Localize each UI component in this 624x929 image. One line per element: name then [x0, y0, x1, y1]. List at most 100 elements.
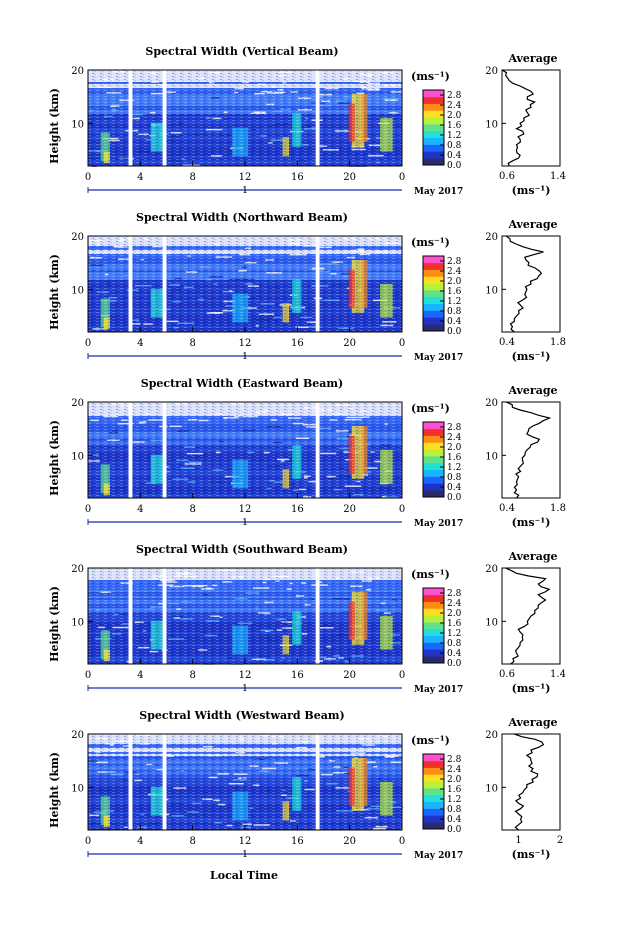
- heatmap-texture: [88, 568, 402, 664]
- average-x-unit: (ms⁻¹): [512, 516, 551, 529]
- x-tick-label: 12: [239, 836, 252, 847]
- average-profile-line: [514, 733, 545, 831]
- colorbar-segment: [423, 103, 444, 111]
- date-tick-label: 1: [242, 684, 248, 694]
- x-tick-label: 20: [343, 670, 356, 681]
- y-tick-label: 20: [71, 398, 84, 409]
- colorbar-segment: [423, 310, 444, 318]
- colorbar-tick-label: 1.2: [447, 297, 461, 307]
- colorbar-segment: [423, 808, 444, 816]
- x-tick-label: 16: [291, 172, 304, 183]
- data-gap: [315, 236, 320, 332]
- colorbar-segment: [423, 476, 444, 484]
- colorbar-tick-label: 2.8: [447, 423, 462, 433]
- x-tick-label: 4: [137, 670, 143, 681]
- heatmap-texture: [88, 734, 402, 830]
- colorbar-tick-label: 1.6: [447, 453, 462, 463]
- date-label: May 2017: [414, 851, 463, 861]
- data-gap: [128, 70, 133, 166]
- colorbar-frame: [422, 255, 445, 332]
- average-y-tick-label: 20: [485, 232, 498, 243]
- colorbar-segment: [423, 303, 444, 311]
- colorbar-frame: [422, 421, 445, 498]
- average-title: Average: [507, 218, 557, 231]
- colorbar-segment: [423, 422, 444, 430]
- y-tick-label: 20: [71, 66, 84, 77]
- x-tick-label: 4: [137, 836, 143, 847]
- average-frame: [501, 69, 561, 167]
- y-tick-label: 10: [71, 451, 84, 462]
- heatmap: [88, 734, 405, 830]
- colorbar-segment: [423, 317, 444, 325]
- x-tick-label: 4: [137, 504, 143, 515]
- colorbar-segment: [423, 151, 444, 159]
- panel-title: Spectral Width (Southward Beam): [136, 543, 348, 556]
- colorbar-segment: [423, 269, 444, 277]
- panel-title: Spectral Width (Eastward Beam): [141, 377, 343, 390]
- colorbar-segment: [423, 794, 444, 803]
- average-title: Average: [507, 52, 557, 65]
- data-gap: [315, 70, 320, 166]
- data-gap: [128, 568, 133, 664]
- x-axis-label: Local Time: [210, 869, 278, 882]
- y-axis-label: Height (km): [48, 752, 61, 828]
- x-tick-label: 16: [291, 338, 304, 349]
- colorbar-tick-label: 1.6: [447, 121, 462, 131]
- panel-2: Spectral Width (Northward Beam)1020Heigh…: [48, 211, 566, 363]
- colorbar-segment: [423, 130, 444, 139]
- average-title: Average: [507, 384, 557, 397]
- average-y-tick-label: 10: [485, 119, 498, 130]
- heatmap-texture: [88, 402, 402, 498]
- colorbar-tick-label: 2.4: [447, 267, 462, 277]
- data-gap: [315, 568, 320, 664]
- average-x-tick-label: 0.6: [499, 171, 515, 182]
- colorbar-tick-label: 0.8: [447, 141, 462, 151]
- y-tick-label: 10: [71, 617, 84, 628]
- colorbar-segment: [423, 601, 444, 609]
- colorbar-segment: [423, 588, 444, 596]
- y-axis-label: Height (km): [48, 586, 61, 662]
- x-tick-label: 0: [399, 836, 405, 847]
- x-tick-label: 20: [343, 338, 356, 349]
- heatmap-texture: [88, 70, 402, 166]
- colorbar-tick-label: 2.4: [447, 101, 462, 111]
- x-tick-label: 0: [85, 172, 91, 183]
- average-y-tick-label: 10: [485, 783, 498, 794]
- colorbar-segment: [423, 781, 444, 789]
- colorbar-segment: [423, 96, 444, 104]
- colorbar-tick-label: 0.4: [447, 151, 462, 161]
- colorbar-segment: [423, 435, 444, 443]
- average-x-tick-label: 1.4: [550, 171, 566, 182]
- colorbar-tick-label: 0.0: [447, 659, 462, 669]
- colorbar-segment: [423, 158, 444, 166]
- x-tick-label: 12: [239, 338, 252, 349]
- colorbar-segment: [423, 290, 444, 298]
- x-tick-label: 20: [343, 504, 356, 515]
- colorbar-segment: [423, 90, 444, 98]
- colorbar-segment: [423, 628, 444, 637]
- data-gap: [315, 402, 320, 498]
- date-tick-label: 1: [242, 352, 248, 362]
- colorbar-tick-label: 0.8: [447, 639, 462, 649]
- panel-5: Spectral Width (Westward Beam)1020Height…: [48, 709, 563, 861]
- average-title: Average: [507, 550, 557, 563]
- average-x-tick-label: 1.8: [550, 337, 566, 348]
- heatmap: [88, 402, 402, 498]
- colorbar-tick-label: 2.4: [447, 599, 462, 609]
- average-profile-line: [505, 401, 552, 499]
- colorbar-tick-label: 0.4: [447, 483, 462, 493]
- colorbar-segment: [423, 462, 444, 471]
- colorbar-segment: [423, 760, 444, 768]
- date-label: May 2017: [414, 353, 463, 363]
- average-y-tick-label: 20: [485, 66, 498, 77]
- average-x-tick-label: 1.8: [550, 503, 566, 514]
- colorbar-tick-label: 2.8: [447, 755, 462, 765]
- x-tick-label: 4: [137, 338, 143, 349]
- x-tick-label: 12: [239, 172, 252, 183]
- colorbar-tick-label: 2.0: [447, 609, 462, 619]
- average-x-unit: (ms⁻¹): [512, 184, 551, 197]
- data-gap: [162, 70, 167, 166]
- colorbar-tick-label: 0.4: [447, 317, 462, 327]
- panel-3: Spectral Width (Eastward Beam)1020Height…: [48, 377, 566, 529]
- average-x-tick-label: 0.4: [499, 337, 515, 348]
